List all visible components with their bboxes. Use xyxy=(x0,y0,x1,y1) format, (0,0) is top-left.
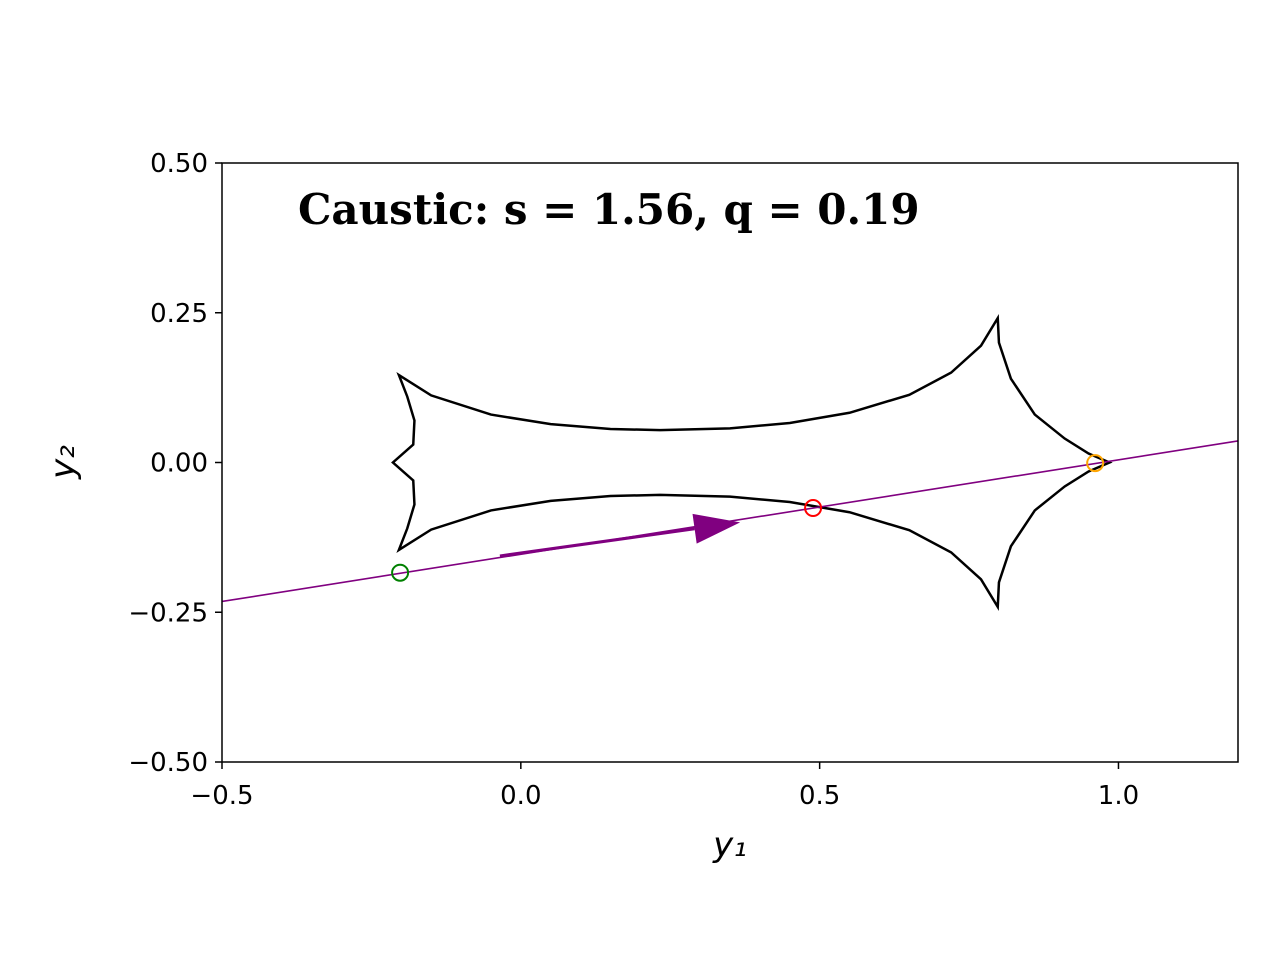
arrow-head xyxy=(692,513,741,544)
x-axis-label: y₁ xyxy=(712,825,747,865)
series-line xyxy=(391,314,1113,611)
marker xyxy=(391,563,410,582)
marker xyxy=(804,499,823,518)
x-tick-label: 1.0 xyxy=(1098,781,1139,811)
arrow xyxy=(499,527,695,558)
y-tick-label: 0.50 xyxy=(150,149,208,179)
y-tick-label: 0.00 xyxy=(150,449,208,479)
marker xyxy=(1086,454,1105,473)
x-tick-label: 0.0 xyxy=(500,781,541,811)
plot-frame xyxy=(221,162,1239,763)
x-tick-label: 0.5 xyxy=(799,781,840,811)
y-tick-label: −0.50 xyxy=(128,748,208,778)
y-tick-label: 0.25 xyxy=(150,299,208,329)
y-tick-label: −0.25 xyxy=(128,598,208,628)
y-axis-label: y₂ xyxy=(43,445,83,480)
x-tick-label: −0.5 xyxy=(190,781,253,811)
chart-title: Caustic: s = 1.56, q = 0.19 xyxy=(298,185,920,234)
